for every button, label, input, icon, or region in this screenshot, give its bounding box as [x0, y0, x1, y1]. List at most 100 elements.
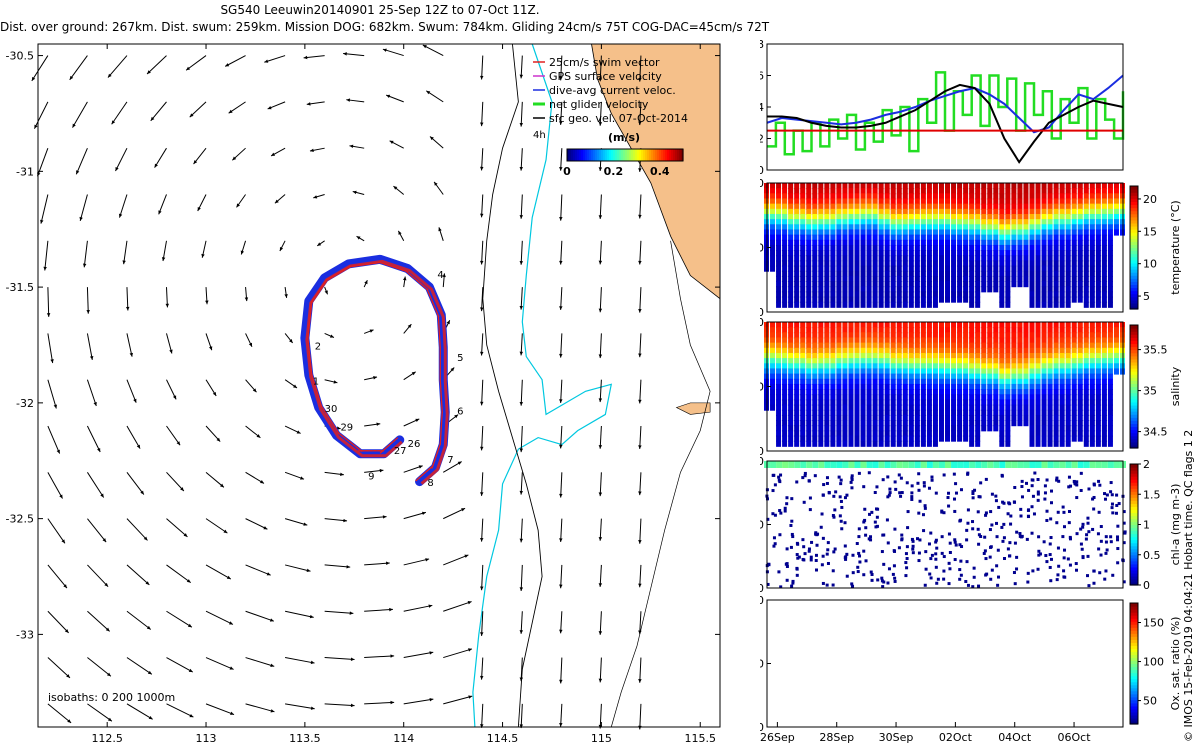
section-cell [1071, 234, 1077, 241]
colorbar-cell [1130, 675, 1138, 680]
section-cell [963, 347, 969, 354]
section-cell [1041, 193, 1047, 200]
section-cell [957, 383, 963, 391]
section-cell [920, 394, 926, 401]
colorbar-cell [1130, 624, 1138, 628]
section-cell [1053, 275, 1059, 283]
section-cell [1089, 394, 1095, 401]
section-cell [914, 203, 920, 210]
section-cell [914, 265, 920, 272]
section-cell [1017, 389, 1023, 396]
current-vector-head [480, 307, 484, 312]
section-cell [1011, 420, 1017, 427]
chl-surface-cell [1023, 461, 1030, 468]
chl-point [1079, 471, 1083, 475]
chl-point [1109, 540, 1113, 544]
current-vector-head [450, 367, 455, 372]
current-vector-head [349, 144, 354, 149]
chl-point [971, 491, 975, 495]
section-cell [860, 203, 866, 210]
section-cell [794, 342, 800, 349]
current-vector-head [244, 297, 249, 302]
section-cell [987, 363, 993, 370]
section-cell [969, 399, 975, 406]
section-cell [932, 291, 938, 298]
section-cell [806, 188, 812, 195]
colorbar-cell [1130, 633, 1138, 637]
section-cell [969, 378, 975, 385]
section-cell [1059, 203, 1065, 210]
section-cell [1059, 219, 1065, 226]
section-cell [969, 193, 975, 200]
section-cell [896, 219, 902, 226]
section-cell [884, 203, 890, 210]
section-cell [770, 265, 776, 272]
current-vector-head [122, 260, 126, 265]
section-cell [1017, 255, 1023, 262]
section-cell [806, 270, 812, 277]
section-cell [800, 399, 806, 406]
section-cell [854, 399, 860, 406]
section-cell [975, 188, 981, 195]
chl-point [1013, 541, 1017, 545]
section-cell [908, 368, 914, 375]
current-vector-head [172, 395, 177, 400]
section-cell [969, 301, 975, 308]
section-cell [854, 183, 860, 190]
current-vector [481, 518, 484, 542]
section-cell [1095, 363, 1101, 370]
section-cell [1107, 203, 1113, 210]
section-cell [860, 358, 866, 365]
section-cell [830, 291, 836, 298]
section-cell [1095, 291, 1101, 298]
section-cell [1089, 420, 1095, 427]
current-vector-head [407, 324, 412, 329]
section-cell [776, 383, 782, 391]
section-cell [788, 399, 794, 406]
section-cell [770, 255, 776, 262]
chl-point [1092, 569, 1096, 573]
section-cell [860, 420, 866, 427]
section-cell [830, 265, 836, 272]
section-cell [782, 193, 788, 200]
section-cell [932, 430, 938, 437]
section-cell [800, 208, 806, 215]
section-cell [782, 358, 788, 365]
chl-point [898, 491, 902, 495]
section-cell [860, 414, 866, 422]
section-cell [1047, 342, 1053, 349]
section-cell [830, 414, 836, 422]
section-cell [770, 224, 776, 231]
chl-point [1020, 495, 1024, 499]
section-cell [776, 198, 782, 205]
chl-point [1067, 521, 1071, 525]
chl-point [766, 582, 770, 586]
section-cell [866, 440, 872, 447]
section-cell [981, 193, 987, 200]
section-cell [957, 358, 963, 365]
section-cell [836, 435, 842, 442]
section-cell [1011, 322, 1017, 329]
section-cell [981, 260, 987, 267]
glider-track-swim [305, 259, 449, 485]
current-vector [639, 472, 642, 496]
section-cell [866, 275, 872, 283]
current-vector [403, 651, 434, 659]
section-cell [1101, 409, 1107, 416]
section-cell [963, 265, 969, 272]
section-cell [932, 183, 938, 190]
section-cell [842, 347, 848, 354]
current-vector-head [64, 629, 69, 633]
section-cell [999, 229, 1005, 236]
section-cell [1083, 265, 1089, 272]
colorbar-cell [1130, 426, 1138, 431]
section-cell [1047, 322, 1053, 329]
section-cell [1005, 301, 1011, 308]
section-cell [1041, 219, 1047, 226]
velocity-tick-label: 0 [760, 164, 764, 177]
section-cell [908, 250, 914, 257]
section-cell [818, 296, 824, 303]
section-cell [818, 332, 824, 339]
section-cell [896, 275, 902, 283]
current-vector-head [161, 257, 166, 261]
